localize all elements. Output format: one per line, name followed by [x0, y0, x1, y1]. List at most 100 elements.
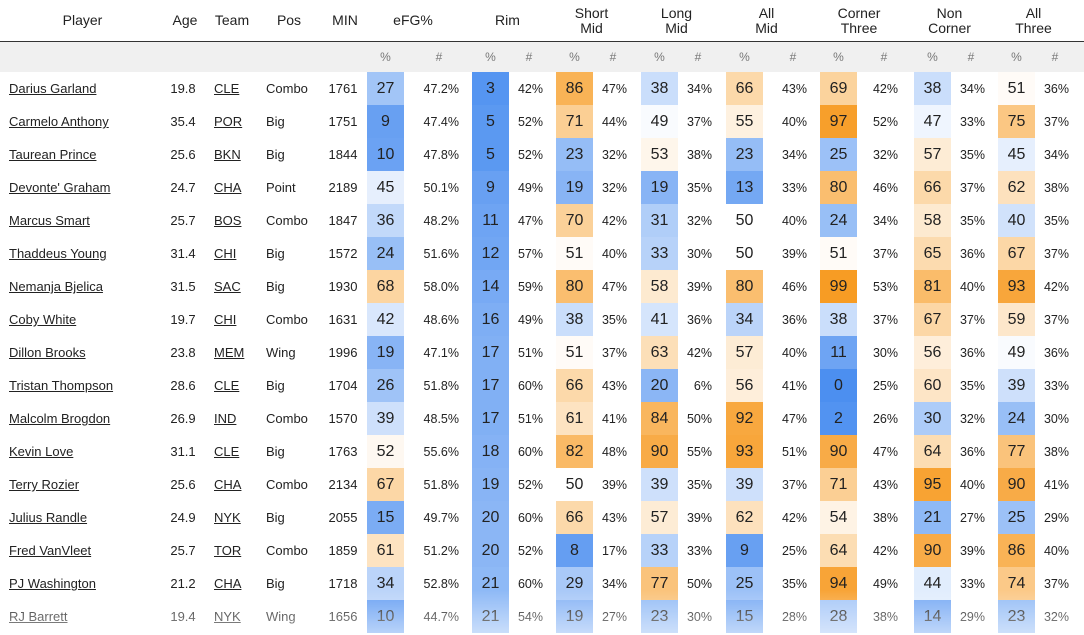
percentile-rim: 14 [472, 270, 509, 303]
header-age[interactable]: Age [172, 12, 198, 28]
value-short-mid: 27% [601, 609, 627, 624]
percentile-non-corner: 65 [914, 237, 951, 270]
value-efg: 49.7% [423, 510, 459, 525]
cell-player: Terry Rozier [9, 468, 159, 501]
percentile-non-corner: 58 [914, 204, 951, 237]
cell-player: Taurean Prince [9, 138, 159, 171]
player-link[interactable]: Carmelo Anthony [9, 114, 109, 129]
cell-team: NYK [214, 501, 254, 534]
value-non-corner: 35% [959, 147, 985, 162]
value-rim: 54% [517, 609, 543, 624]
team-link[interactable]: IND [214, 411, 237, 426]
player-link[interactable]: Tristan Thompson [9, 378, 114, 393]
value-all-mid: 51% [781, 444, 807, 459]
header-team[interactable]: Team [214, 12, 250, 28]
team-link[interactable]: CHA [214, 576, 242, 591]
header-min[interactable]: MIN [332, 12, 358, 28]
value-efg: 47.1% [423, 345, 459, 360]
value-efg: 51.8% [423, 477, 459, 492]
value-corner-three: 30% [872, 345, 898, 360]
value-all-mid: 41% [781, 378, 807, 393]
cell-min: 1996 [326, 336, 360, 369]
cell-age-text: 23.8 [170, 345, 196, 360]
cell-age-text: 26.9 [170, 411, 196, 426]
team-link[interactable]: BKN [214, 147, 241, 162]
player-link[interactable]: PJ Washington [9, 576, 96, 591]
header-short-mid[interactable]: Short Mid [574, 4, 609, 36]
player-link[interactable]: Fred VanVleet [9, 543, 92, 558]
percentile-non-corner: 56 [914, 336, 951, 369]
cell-player: Julius Randle [9, 501, 159, 534]
player-link[interactable]: Thaddeus Young [9, 246, 107, 261]
header-efg[interactable]: eFG% [393, 12, 433, 28]
team-link[interactable]: CLE [214, 444, 240, 459]
cell-age-text: 24.9 [170, 510, 196, 525]
cell-pos-text: Combo [266, 213, 308, 228]
value-short-mid: 43% [601, 510, 627, 525]
player-link[interactable]: Taurean Prince [9, 147, 97, 162]
value-long-mid: 34% [686, 81, 712, 96]
cell-min: 2134 [326, 468, 360, 501]
percentile-all-three: 39 [998, 369, 1035, 402]
cell-min: 1631 [326, 303, 360, 336]
table-row: Terry Rozier 25.6 CHA Combo 2134 67 51.8% 19 52%… [0, 468, 1084, 501]
team-link[interactable]: CHA [214, 477, 242, 492]
table-row: Nemanja Bjelica 31.5 SAC Big 1930 68 58.0% 14 59… [0, 270, 1084, 303]
value-non-corner: 40% [959, 477, 985, 492]
cell-pos: Combo [266, 204, 316, 237]
cell-age: 21.2 [168, 567, 198, 600]
player-link[interactable]: Julius Randle [9, 510, 88, 525]
cell-age: 31.1 [168, 435, 198, 468]
header-player[interactable]: Player [62, 12, 103, 28]
value-all-three: 38% [1043, 180, 1069, 195]
player-link[interactable]: Marcus Smart [9, 213, 90, 228]
team-link[interactable]: POR [214, 114, 243, 129]
team-link[interactable]: CHI [214, 312, 237, 327]
player-link[interactable]: Nemanja Bjelica [9, 279, 103, 294]
team-link[interactable]: NYK [214, 510, 241, 525]
player-link[interactable]: Darius Garland [9, 81, 97, 96]
cell-age: 31.5 [168, 270, 198, 303]
value-non-corner: 40% [959, 279, 985, 294]
percentile-efg: 10 [367, 600, 404, 633]
value-non-corner: 37% [959, 312, 985, 327]
value-corner-three: 47% [872, 444, 898, 459]
percentile-short-mid: 50 [556, 468, 593, 501]
header-all-three[interactable]: All Three [1015, 4, 1052, 36]
value-all-mid: 43% [781, 81, 807, 96]
team-link[interactable]: MEM [214, 345, 245, 360]
value-all-mid: 40% [781, 213, 807, 228]
team-link[interactable]: CLE [214, 81, 240, 96]
percentile-rim: 17 [472, 336, 509, 369]
player-link[interactable]: RJ Barrett [9, 609, 68, 624]
subheader-short-mid-pct: % [569, 50, 580, 64]
player-link[interactable]: Kevin Love [9, 444, 74, 459]
percentile-rim: 5 [472, 105, 509, 138]
header-rim[interactable]: Rim [495, 12, 520, 28]
header-long-mid[interactable]: Long Mid [660, 4, 693, 36]
player-link[interactable]: Terry Rozier [9, 477, 80, 492]
player-link[interactable]: Malcolm Brogdon [9, 411, 111, 426]
cell-min-text: 1656 [328, 609, 358, 624]
header-all-mid[interactable]: All Mid [755, 4, 778, 36]
team-link[interactable]: SAC [214, 279, 241, 294]
team-link[interactable]: CHA [214, 180, 242, 195]
team-link[interactable]: TOR [214, 543, 242, 558]
player-link[interactable]: Coby White [9, 312, 77, 327]
team-link[interactable]: BOS [214, 213, 242, 228]
team-link[interactable]: CLE [214, 378, 240, 393]
cell-pos-text: Combo [266, 411, 308, 426]
value-non-corner: 34% [959, 81, 985, 96]
table-row: Taurean Prince 25.6 BKN Big 1844 10 47.8% 5 52% 2… [0, 138, 1084, 171]
header-corner-three[interactable]: Corner Three [837, 4, 881, 36]
header-non-corner[interactable]: Non Corner [928, 4, 971, 36]
team-link[interactable]: NYK [214, 609, 241, 624]
player-link[interactable]: Devonte' Graham [9, 180, 111, 195]
percentile-all-mid: 62 [726, 501, 763, 534]
value-all-three: 33% [1043, 378, 1069, 393]
team-link[interactable]: CHI [214, 246, 237, 261]
percentile-long-mid: 39 [641, 468, 678, 501]
header-pos[interactable]: Pos [276, 12, 302, 28]
player-link[interactable]: Dillon Brooks [9, 345, 86, 360]
percentile-all-three: 75 [998, 105, 1035, 138]
